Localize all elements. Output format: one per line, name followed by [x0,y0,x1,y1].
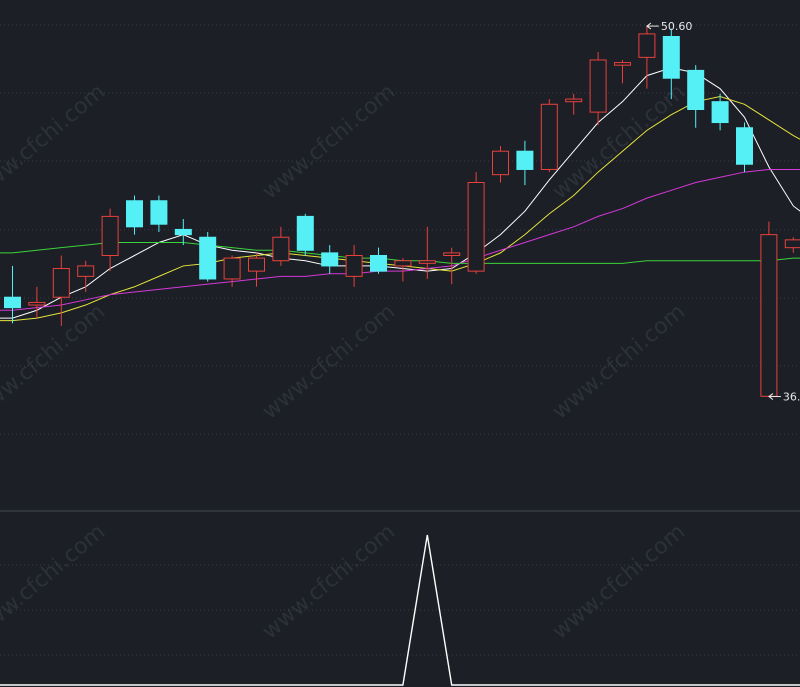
candle-body [443,252,461,256]
candle [223,255,241,287]
candle-body [248,257,265,272]
candle-body [321,252,339,267]
watermark-text: www.cfchi.com [258,79,400,204]
candle [662,28,680,100]
candle-body [394,260,412,267]
candle [4,265,21,324]
candle [760,221,778,397]
candle-body [516,150,534,170]
candle-body [174,228,192,236]
candle-body [199,236,217,280]
candle-body [126,200,143,228]
watermark-text: www.cfchi.com [0,519,110,644]
grid-lines [0,24,800,656]
candle [345,245,363,287]
candle [321,245,339,274]
candle [101,208,119,272]
watermarks: www.cfchi.com www.cfchi.com www.cfchi.com w… [0,79,690,644]
price-labels: 50.60 36.39 [646,20,800,404]
candle [687,65,705,128]
candle-body [345,255,363,277]
candle [565,93,583,115]
max-price-label: 50.60 [661,20,693,33]
min-price-label-arrow [768,393,774,400]
candle-body [467,182,485,272]
candle-body [223,257,241,280]
candle [28,286,46,319]
candle [492,146,509,183]
min-price-label: 36.39 [783,391,800,404]
candle-body [589,59,607,113]
candle [589,52,607,126]
candle [711,93,729,131]
candle-body [540,103,558,170]
candle-body [565,98,583,103]
candle-body [28,301,46,306]
candle-body [418,260,436,264]
candle [77,260,95,292]
candle [418,226,436,279]
watermark-text: www.cfchi.com [0,79,110,204]
candlesticks [4,26,800,397]
candle [296,213,314,256]
candle [199,232,217,282]
candle-body [760,234,778,397]
ma-line-green [0,241,800,264]
candle-body [4,296,21,309]
watermark-text: www.cfchi.com [258,519,400,644]
candle [150,195,168,233]
candle [540,99,558,173]
indicator-panel [0,534,800,686]
watermark-text: www.cfchi.com [0,299,110,424]
candle-body [272,236,290,262]
candle [394,258,412,282]
candle [638,26,656,89]
candle-body [662,36,680,79]
candle [52,255,70,326]
watermark-text: www.cfchi.com [548,79,690,204]
candle [736,122,753,173]
candle [467,172,485,274]
candle-body [296,215,314,251]
candle [784,237,800,253]
indicator-line [0,534,800,686]
candle-body [52,268,70,298]
watermark-text: www.cfchi.com [548,519,690,644]
candle [174,219,192,246]
watermark-text: www.cfchi.com [548,299,690,424]
candle-body [492,150,509,176]
candle-body [77,265,95,277]
candle-body [736,127,753,165]
candle-body [687,69,705,111]
candle [614,59,631,84]
candle-body [614,62,631,66]
candle [272,226,290,266]
candle [443,247,461,285]
candle-body [370,255,387,272]
candle-body [638,33,656,58]
ma-line-magenta [0,168,800,311]
candle [370,247,387,274]
candle-body [101,215,119,256]
candle-body [784,239,800,249]
candle [516,140,534,186]
watermark-text: www.cfchi.com [258,299,400,424]
candle-body [711,101,729,124]
candle [248,252,265,287]
candle-body [150,200,168,225]
candle [126,195,143,235]
ma-line-yellow [0,95,800,322]
max-price-label-arrow [646,22,652,30]
